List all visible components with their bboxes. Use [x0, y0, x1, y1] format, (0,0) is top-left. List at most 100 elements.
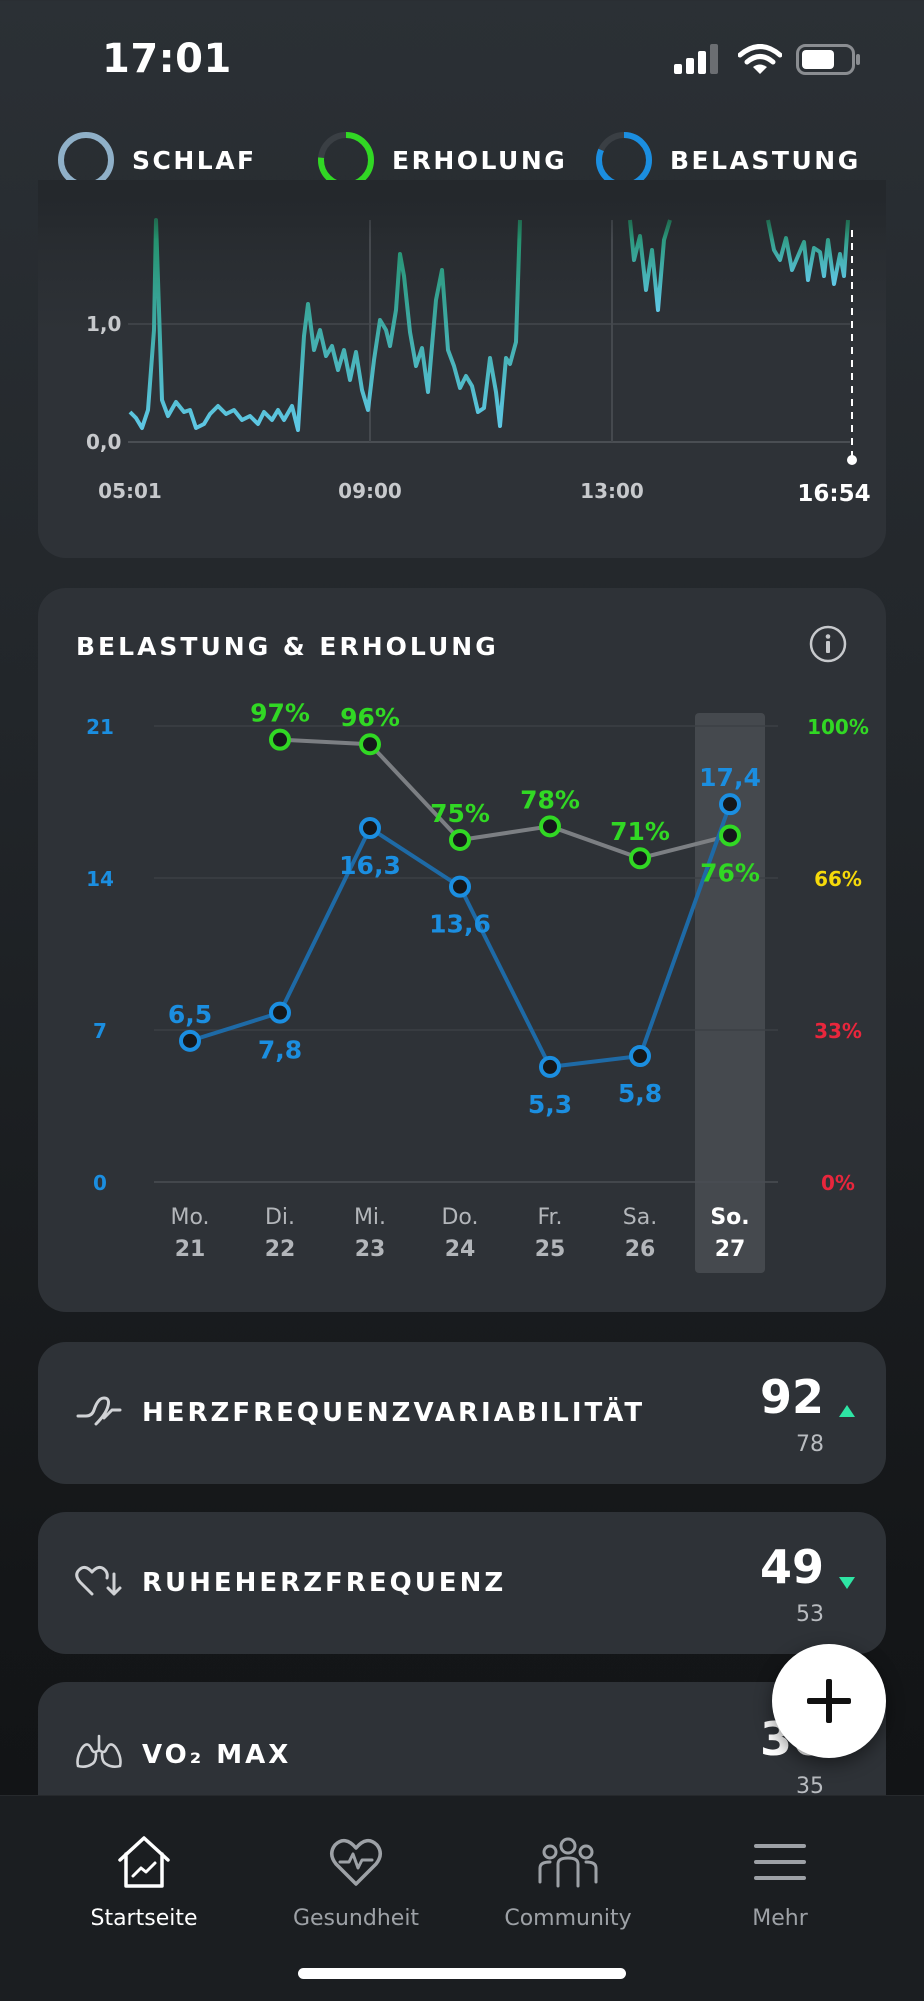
- resting-hr-previous: 53: [796, 1602, 824, 1627]
- hr-timeline-card: 1,0 0,0 05:01 09:00 13:00 16:54: [38, 180, 886, 558]
- x-tick-date: 21: [175, 1237, 206, 1262]
- recovery-label: 78%: [520, 785, 580, 814]
- recovery-point: [629, 847, 651, 870]
- nav-home[interactable]: Startseite: [44, 1834, 244, 1931]
- add-button[interactable]: [772, 1644, 886, 1758]
- nav-community[interactable]: Community: [468, 1834, 668, 1931]
- now-marker-dot: [847, 455, 857, 465]
- recovery-label: 76%: [700, 858, 760, 887]
- nav-more-label: Mehr: [752, 1906, 808, 1931]
- x-tick: 09:00: [338, 479, 402, 503]
- recovery-line: [279, 737, 731, 861]
- x-tick-day: Sa.: [623, 1205, 657, 1230]
- strain-point: [449, 875, 471, 898]
- strain-label: 17,4: [699, 763, 761, 792]
- strain-label: 5,8: [618, 1079, 662, 1108]
- strain-point: [359, 817, 381, 840]
- nav-health[interactable]: Gesundheit: [256, 1834, 456, 1931]
- people-icon: [538, 1837, 598, 1888]
- x-tick-day: Mo.: [170, 1205, 209, 1230]
- x-tick-date: 22: [265, 1237, 296, 1262]
- recovery-point: [359, 733, 381, 756]
- hr-timeline-chart: 1,0 0,0 05:01 09:00 13:00 16:54: [38, 180, 886, 507]
- strain-label: 7,8: [258, 1036, 302, 1065]
- strain-label: 13,6: [429, 910, 491, 939]
- x-tick-day: Di.: [265, 1205, 295, 1230]
- strain-label: 16,3: [339, 851, 401, 880]
- card-title: BELASTUNG & ERHOLUNG: [76, 632, 499, 661]
- y-right-tick: 100%: [807, 715, 869, 739]
- strain-point: [179, 1029, 201, 1052]
- nav-community-label: Community: [504, 1906, 632, 1931]
- recovery-label: 71%: [610, 817, 670, 846]
- x-tick-day: So.: [710, 1205, 749, 1230]
- tab-recovery-label: ERHOLUNG: [392, 145, 568, 175]
- menu-icon: [754, 1844, 806, 1880]
- nav-health-label: Gesundheit: [292, 1906, 420, 1931]
- trend-up-icon: [839, 1405, 855, 1417]
- strain-point: [629, 1045, 651, 1068]
- battery-icon: [796, 44, 860, 75]
- info-icon[interactable]: [808, 624, 848, 664]
- recovery-label: 96%: [340, 703, 400, 732]
- y-left-tick: 7: [93, 1019, 107, 1043]
- wifi-icon: [738, 44, 782, 74]
- hrv-icon: [76, 1396, 122, 1426]
- hrv-value: 92: [759, 1370, 824, 1424]
- home-indicator: [298, 1968, 626, 1979]
- x-tick-date: 26: [625, 1237, 656, 1262]
- home-icon: [118, 1836, 170, 1888]
- x-tick: 05:01: [98, 479, 162, 503]
- resting-hr-title: RUHEHERZFREQUENZ: [142, 1568, 507, 1598]
- x-tick-date: 27: [715, 1237, 746, 1262]
- y-right-tick: 0%: [821, 1171, 855, 1195]
- x-tick-day: Do.: [441, 1205, 478, 1230]
- hrv-row[interactable]: HERZFREQUENZVARIABILITÄT 92 78: [38, 1342, 886, 1484]
- heart-pulse-icon: [330, 1838, 382, 1886]
- nav-home-label: Startseite: [90, 1906, 198, 1931]
- heart-down-icon: [75, 1565, 122, 1596]
- x-tick-date: 25: [535, 1237, 566, 1262]
- x-tick-date: 23: [355, 1237, 386, 1262]
- tab-sleep-label: SCHLAF: [132, 145, 257, 175]
- plus-icon: [807, 1679, 851, 1723]
- x-tick-day: Mi.: [354, 1205, 386, 1230]
- y-tick: 0,0: [86, 430, 121, 454]
- trend-down-icon: [839, 1577, 855, 1589]
- strain-recovery-card: BELASTUNG & ERHOLUNG 21 14 7 0 100% 66% 33% 0% M…: [38, 588, 886, 1312]
- x-tick: 13:00: [580, 479, 644, 503]
- recovery-point: [449, 829, 471, 851]
- strain-point: [539, 1055, 561, 1078]
- recovery-point: [269, 728, 291, 751]
- cellular-signal-icon: [674, 44, 718, 74]
- tab-strain-label: BELASTUNG: [670, 145, 861, 175]
- hrv-previous: 78: [796, 1432, 824, 1457]
- strain-recovery-chart: 21 14 7 0 100% 66% 33% 0% Mo. 21 Di. 22 Mi. 23 Do. 24 Fr…: [86, 699, 869, 1273]
- strain-label: 6,5: [168, 1000, 212, 1029]
- nav-more[interactable]: Mehr: [680, 1834, 880, 1931]
- y-left-tick: 0: [93, 1171, 107, 1195]
- y-left-tick: 14: [86, 867, 114, 891]
- recovery-point: [539, 815, 561, 838]
- strain-point: [719, 793, 741, 816]
- recovery-point: [719, 824, 741, 847]
- x-tick-date: 24: [445, 1237, 476, 1262]
- bottom-nav: Startseite Gesundheit Community Mehr: [0, 1795, 924, 2001]
- recovery-label: 75%: [430, 799, 490, 828]
- hrv-title: HERZFREQUENZVARIABILITÄT: [142, 1398, 646, 1428]
- y-right-tick: 33%: [814, 1019, 862, 1043]
- status-time: 17:01: [102, 36, 232, 82]
- resting-hr-row[interactable]: RUHEHERZFREQUENZ 49 53: [38, 1512, 886, 1654]
- vo2max-previous: 35: [796, 1774, 824, 1799]
- y-tick: 1,0: [86, 312, 121, 336]
- recovery-label: 97%: [250, 699, 310, 728]
- resting-hr-value: 49: [759, 1540, 824, 1594]
- y-left-tick: 21: [86, 715, 114, 739]
- vo2max-title: VO₂ MAX: [142, 1740, 292, 1770]
- x-tick-day: Fr.: [537, 1205, 562, 1230]
- lungs-icon: [76, 1734, 122, 1768]
- strain-point: [269, 1001, 291, 1024]
- y-right-tick: 66%: [814, 867, 862, 891]
- tab-recovery[interactable]: ERHOLUNG: [316, 130, 567, 190]
- strain-label: 5,3: [528, 1090, 572, 1119]
